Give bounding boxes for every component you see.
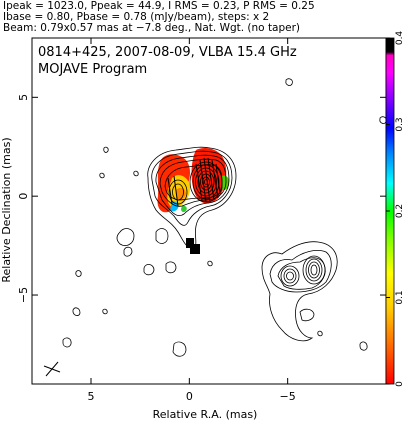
beam-symbol	[43, 361, 61, 377]
noise-island	[75, 270, 82, 277]
noise-island	[285, 78, 293, 86]
noise-island	[143, 264, 155, 276]
noise-island	[359, 341, 368, 351]
noise-island	[165, 261, 177, 274]
contour-core-11	[202, 176, 210, 188]
contour-sw-8	[305, 258, 323, 282]
pol-patch-core-green	[221, 175, 230, 191]
noise-island	[123, 246, 133, 257]
x-axis-ticks: 5 0 −5	[88, 38, 296, 403]
header-line-beam: Beam: 0.79x0.57 mas at −7.8 deg., Nat. W…	[3, 22, 301, 34]
y-tick-label: 5	[17, 94, 30, 101]
header-line-peaks: Ipeak = 1023.0, Ppeak = 44.9, I RMS = 0.…	[3, 0, 315, 12]
y-axis-ticks: 5 0 −5	[17, 94, 386, 303]
evpa-stick	[167, 177, 173, 205]
noise-island	[317, 330, 323, 337]
contour-sw-5	[283, 268, 297, 284]
header-line-base: Ibase = 0.80, Pbase = 0.78 (mJy/beam), s…	[3, 11, 270, 23]
noise-island	[155, 228, 169, 244]
colorbar-tick-label: 0.4	[395, 31, 405, 46]
y-axis-label: Relative Declination (mas)	[0, 137, 13, 282]
pol-patch-green	[181, 205, 187, 213]
noise-island	[62, 337, 72, 348]
y-tick-label: 0	[17, 193, 30, 200]
colorbar-tick-label: 0	[395, 381, 405, 387]
contour-core-1	[147, 146, 237, 249]
noise-island	[72, 307, 81, 316]
noise-island	[379, 116, 386, 124]
x-tick-label: 0	[186, 390, 193, 403]
x-tick-label: 5	[88, 390, 95, 403]
map-body	[43, 78, 386, 377]
x-axis-label: Relative R.A. (mas)	[153, 408, 258, 421]
evpa-stick	[203, 157, 211, 203]
evpa-stick	[173, 175, 179, 207]
noise-island	[207, 260, 213, 267]
noise-island	[103, 146, 109, 153]
noise-island	[172, 341, 187, 357]
evpa-vectors	[167, 157, 221, 207]
evpa-stick	[199, 159, 207, 203]
contour-core-4	[159, 158, 227, 207]
colorbar-tick-label: 0.3	[395, 117, 405, 131]
noise-island	[99, 172, 105, 179]
contour-sw-10	[310, 264, 318, 276]
contour-sw-9	[308, 261, 320, 279]
contour-jet-2	[172, 183, 184, 201]
contour-sw-11	[299, 308, 315, 322]
evpa-stick	[215, 163, 221, 195]
contour-sw-2	[269, 250, 332, 293]
chart-title: 0814+425, 2007-08-09, VLBA 15.4 GHz	[38, 45, 297, 60]
contour-sw-7	[302, 255, 326, 285]
colorbar-tick-label: 0.2	[395, 204, 405, 218]
pol-patch-black	[186, 238, 200, 254]
noise-island	[133, 170, 139, 177]
evpa-stick	[207, 157, 215, 201]
colorbar-tick-label: 0.1	[395, 290, 405, 304]
noise-island	[116, 228, 135, 246]
x-tick-label: −5	[280, 390, 296, 403]
contour-core-3	[155, 154, 230, 216]
chart-subtitle: MOJAVE Program	[38, 62, 147, 77]
contour-core-8	[195, 167, 217, 197]
y-tick-label: −5	[17, 287, 30, 303]
contour-core-2	[151, 150, 233, 226]
evpa-stick	[195, 163, 203, 201]
contour-sw-6	[286, 271, 294, 281]
contour-sw-1	[261, 241, 338, 342]
noise-island	[102, 308, 108, 315]
intensity-contours	[62, 78, 386, 357]
contour-sw-4	[280, 265, 300, 287]
colorbar-ticks: 0 0.1 0.2 0.3 0.4	[386, 31, 405, 387]
evpa-stick	[211, 159, 219, 199]
